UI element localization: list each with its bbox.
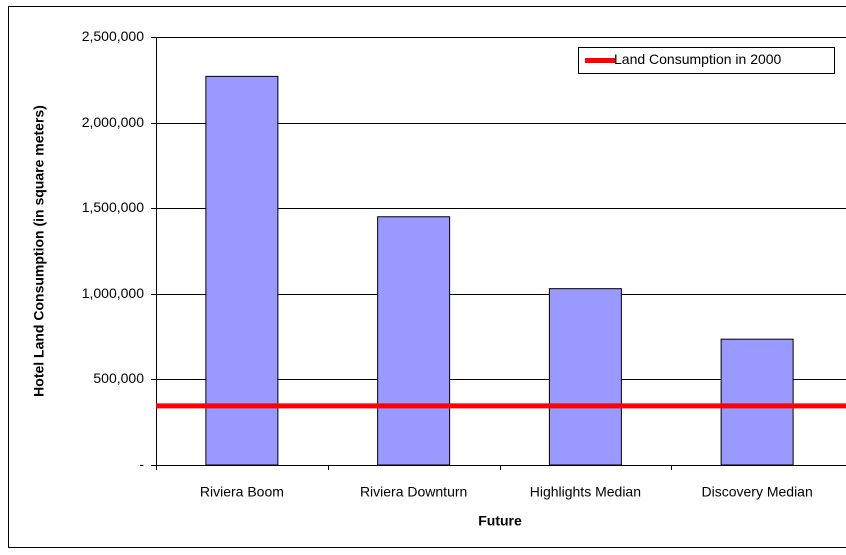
bar xyxy=(720,338,794,466)
y-tick-label: 1,500,000 xyxy=(82,199,144,215)
y-axis-title: Hotel Land Consumption (in square meters… xyxy=(31,105,47,397)
x-tick-label: Riviera Boom xyxy=(200,484,284,500)
y-tick-label: 2,500,000 xyxy=(82,28,144,44)
x-tick-label: Highlights Median xyxy=(530,484,641,500)
y-tick-label: - xyxy=(139,456,144,472)
bar xyxy=(548,288,622,466)
bar xyxy=(377,216,451,466)
y-tick-label: 500,000 xyxy=(93,370,144,386)
legend-box xyxy=(578,47,835,74)
bar xyxy=(205,75,279,466)
legend-label: Land Consumption in 2000 xyxy=(614,51,782,67)
x-tick-label: Discovery Median xyxy=(701,484,812,500)
x-axis-title: Future xyxy=(478,513,522,529)
y-tick-label: 2,000,000 xyxy=(82,114,144,130)
y-tick-label: 1,000,000 xyxy=(82,285,144,301)
x-tick-label: Riviera Downturn xyxy=(360,484,467,500)
